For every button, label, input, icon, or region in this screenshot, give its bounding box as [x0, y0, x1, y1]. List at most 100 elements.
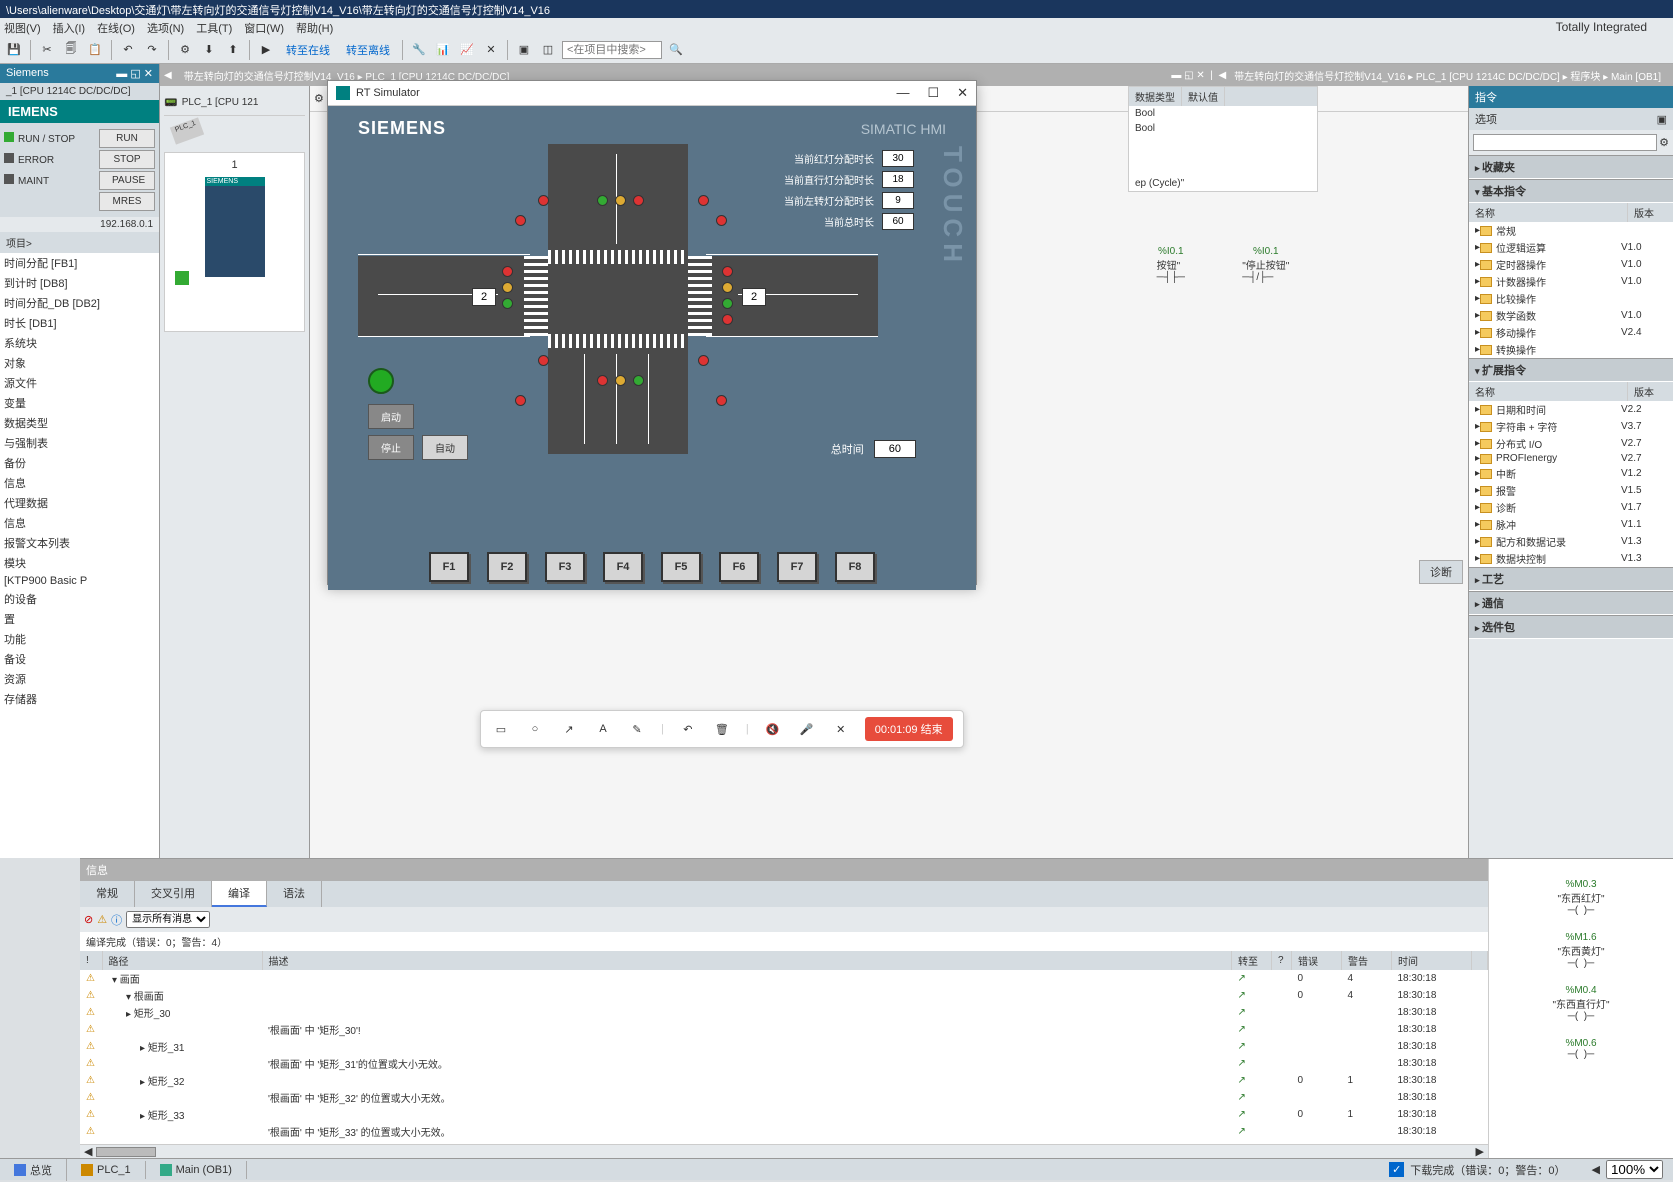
start-button[interactable]: 启动: [368, 404, 414, 429]
sim-close-icon[interactable]: ✕: [957, 85, 968, 101]
circle-tool-icon[interactable]: ○: [525, 719, 545, 739]
run-button[interactable]: RUN: [99, 129, 155, 148]
instruction-item[interactable]: ▸ 字符串 + 字符V3.7: [1469, 418, 1673, 435]
tree-item[interactable]: 功能: [0, 629, 159, 649]
tree-item[interactable]: 对象: [0, 353, 159, 373]
cut-icon[interactable]: ✂: [37, 40, 57, 60]
instruction-item[interactable]: ▸ 移动操作V2.4: [1469, 324, 1673, 341]
download-icon[interactable]: ⬇: [199, 40, 219, 60]
message-row[interactable]: ⚠▾ 画面↗0418:30:18: [80, 970, 1488, 987]
record-timer[interactable]: 00:01:09 结束: [865, 717, 953, 741]
compile-messages-table[interactable]: ! 路径 描述 转至 ? 错误 警告 时间 ⚠▾ 画面↗0418:30:18⚠▾…: [80, 951, 1488, 1144]
menu-options[interactable]: 选项(N): [147, 20, 184, 34]
opt-section[interactable]: 选件包: [1469, 615, 1673, 639]
go-online-button[interactable]: 转至在线: [280, 42, 336, 58]
close-tool-icon[interactable]: ✕: [831, 719, 851, 739]
message-row[interactable]: ⚠'根画面' 中 '矩形_30'!↗18:30:18: [80, 1021, 1488, 1038]
fkey-f6[interactable]: F6: [719, 552, 759, 582]
stop-button[interactable]: STOP: [99, 150, 155, 169]
tab-xref[interactable]: 交叉引用: [135, 881, 212, 907]
fkey-f8[interactable]: F8: [835, 552, 875, 582]
menu-tools[interactable]: 工具(T): [196, 20, 232, 34]
tree-item[interactable]: 模块: [0, 553, 159, 573]
tree-item[interactable]: 数据类型: [0, 413, 159, 433]
panel-controls[interactable]: ▬ ◱ ✕: [116, 67, 153, 80]
message-row[interactable]: ⚠'根画面' 中 '矩形_31'的位置或大小无效。↗18:30:18: [80, 1055, 1488, 1072]
sim-icon[interactable]: ▶: [256, 40, 276, 60]
pause-button[interactable]: PAUSE: [99, 171, 155, 190]
instruction-item[interactable]: ▸ 脉冲V1.1: [1469, 516, 1673, 533]
options-header[interactable]: 选项▣: [1469, 108, 1673, 130]
redo-icon[interactable]: ↷: [142, 40, 162, 60]
tree-item[interactable]: 时间分配_DB [DB2]: [0, 293, 159, 313]
fkey-f7[interactable]: F7: [777, 552, 817, 582]
zoom-select[interactable]: 100%: [1606, 1160, 1663, 1179]
tree-item[interactable]: 到计时 [DB8]: [0, 273, 159, 293]
message-row[interactable]: ⚠'根画面' 中 '矩形_33' 的位置或大小无效。↗18:30:18: [80, 1123, 1488, 1140]
tech-section[interactable]: 工艺: [1469, 567, 1673, 591]
warn-filter-icon[interactable]: ⚠: [97, 913, 107, 926]
instruction-item[interactable]: ▸ 中断V1.2: [1469, 465, 1673, 482]
menu-view[interactable]: 视图(V): [4, 20, 41, 34]
comm-section[interactable]: 通信: [1469, 591, 1673, 615]
search-opts-icon[interactable]: ⚙: [1659, 136, 1669, 149]
task-plc[interactable]: PLC_1: [67, 1161, 146, 1179]
pencil-tool-icon[interactable]: ✎: [627, 719, 647, 739]
tree-item[interactable]: 变量: [0, 393, 159, 413]
tree-item[interactable]: 系统块: [0, 333, 159, 353]
basic-section[interactable]: 基本指令: [1469, 179, 1673, 203]
tree-item[interactable]: 备设: [0, 649, 159, 669]
mres-button[interactable]: MRES: [99, 192, 155, 211]
stop-button-hmi[interactable]: 停止: [368, 435, 414, 460]
instruction-item[interactable]: ▸ 计数器操作V1.0: [1469, 273, 1673, 290]
tree-item[interactable]: 时长 [DB1]: [0, 313, 159, 333]
sim-titlebar[interactable]: RT Simulator — ☐ ✕: [328, 81, 976, 106]
tree-item[interactable]: 报警文本列表: [0, 533, 159, 553]
fkey-f4[interactable]: F4: [603, 552, 643, 582]
hscrollbar[interactable]: ◀▶: [80, 1144, 1488, 1158]
fkey-f3[interactable]: F3: [545, 552, 585, 582]
fkey-f5[interactable]: F5: [661, 552, 701, 582]
tree-item[interactable]: 代理数据: [0, 493, 159, 513]
hw-selection[interactable]: [175, 271, 189, 285]
instruction-item[interactable]: ▸ 数学函数V1.0: [1469, 307, 1673, 324]
editor-tab-2[interactable]: 带左转向灯的交通信号灯控制V14_V16 ▸ PLC_1 [CPU 1214C …: [1226, 65, 1669, 86]
tree-item[interactable]: 备份: [0, 453, 159, 473]
menu-window[interactable]: 窗口(W): [244, 20, 284, 34]
menu-insert[interactable]: 插入(I): [53, 20, 85, 34]
instruction-item[interactable]: ▸ 位逻辑运算V1.0: [1469, 239, 1673, 256]
tree-item[interactable]: 的设备: [0, 589, 159, 609]
tree-item[interactable]: 时间分配 [FB1]: [0, 253, 159, 273]
auto-button[interactable]: 自动: [422, 435, 468, 460]
menu-online[interactable]: 在线(O): [97, 20, 135, 34]
tree-item[interactable]: 信息: [0, 473, 159, 493]
instruction-item[interactable]: ▸ 配方和数据记录V1.3: [1469, 533, 1673, 550]
paste-icon[interactable]: 📋: [85, 40, 105, 60]
instruction-item[interactable]: ▸ 数据块控制V1.3: [1469, 550, 1673, 567]
tree-item[interactable]: 存储器: [0, 689, 159, 709]
instruction-item[interactable]: ▸ PROFIenergyV2.7: [1469, 452, 1673, 465]
info-filter-icon[interactable]: ⓘ: [111, 912, 122, 928]
tree-item[interactable]: 置: [0, 609, 159, 629]
tab-syntax[interactable]: 语法: [267, 881, 322, 907]
message-row[interactable]: ⚠▾ 根画面↗0418:30:18: [80, 987, 1488, 1004]
instruction-item[interactable]: ▸ 分布式 I/OV2.7: [1469, 435, 1673, 452]
upload-icon[interactable]: ⬆: [223, 40, 243, 60]
fkey-f2[interactable]: F2: [487, 552, 527, 582]
task-main[interactable]: Main (OB1): [146, 1161, 247, 1179]
message-row[interactable]: ⚠▸ 矩形_31↗18:30:18: [80, 1038, 1488, 1055]
tab-general[interactable]: 常规: [80, 881, 135, 907]
tb-icon1[interactable]: 🔧: [409, 40, 429, 60]
instruction-item[interactable]: ▸ 诊断V1.7: [1469, 499, 1673, 516]
tree-item[interactable]: 与强制表: [0, 433, 159, 453]
message-row[interactable]: ⚠▸ 矩形_32↗0118:30:18: [80, 1072, 1488, 1089]
fkey-f1[interactable]: F1: [429, 552, 469, 582]
instruction-search-input[interactable]: [1473, 134, 1657, 151]
tb-icon2[interactable]: 📊: [433, 40, 453, 60]
tab-compile[interactable]: 编译: [212, 881, 267, 907]
menu-help[interactable]: 帮助(H): [296, 20, 333, 34]
tree-item[interactable]: 资源: [0, 669, 159, 689]
split-icon[interactable]: ▣: [514, 40, 534, 60]
message-filter-select[interactable]: 显示所有消息: [126, 911, 210, 928]
undo-icon[interactable]: ↶: [118, 40, 138, 60]
